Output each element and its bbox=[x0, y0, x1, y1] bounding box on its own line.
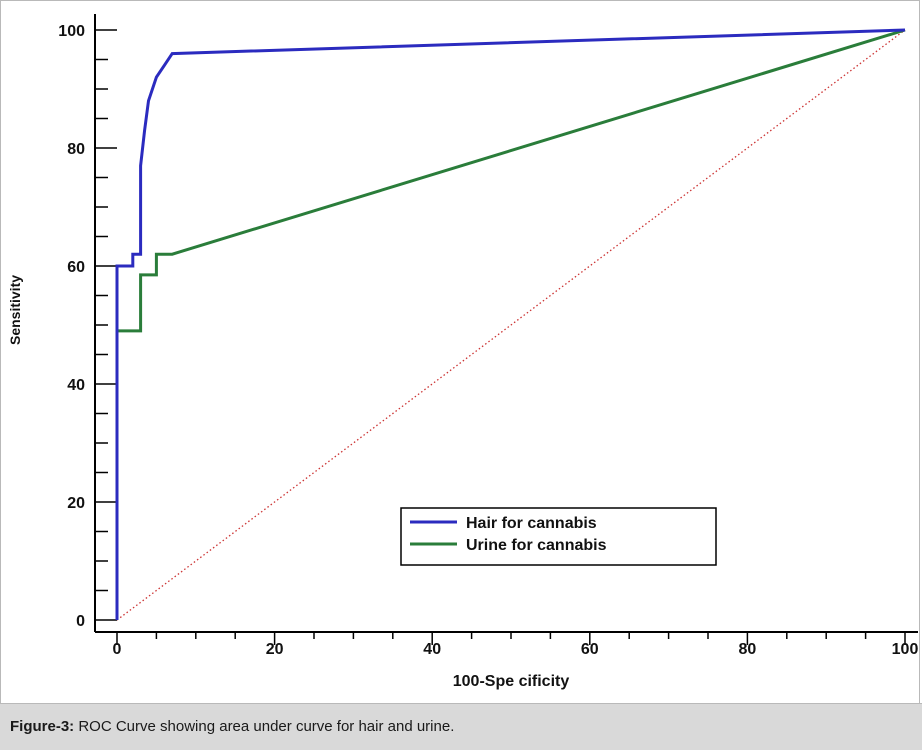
roc-chart: 0 20 40 60 80 100 0 20 40 60 80 100 Hair for cannab… bbox=[7, 14, 919, 690]
y-tick-label: 100 bbox=[58, 23, 85, 40]
legend-box bbox=[400, 507, 717, 566]
hair-for-cannabis-line bbox=[115, 28, 906, 620]
y-tick-label: 0 bbox=[76, 613, 85, 630]
y-tick-label: 60 bbox=[67, 259, 85, 276]
figure-caption: Figure-3: ROC Curve showing area under c… bbox=[0, 703, 922, 750]
x-axis-label: 100-Spe cificity bbox=[453, 673, 570, 690]
x-tick-label: 0 bbox=[113, 641, 122, 658]
y-tick-label: 40 bbox=[67, 377, 85, 394]
caption-text: ROC Curve showing area under curve for h… bbox=[74, 718, 455, 735]
x-tick-label: 100 bbox=[892, 641, 919, 658]
legend-label: Hair for cannabis bbox=[466, 515, 597, 532]
y-tick-label: 80 bbox=[67, 141, 85, 158]
caption-label: Figure-3: bbox=[10, 718, 75, 735]
x-tick-label: 60 bbox=[581, 641, 599, 658]
legend-label: Urine for cannabis bbox=[466, 537, 607, 554]
x-tick-label: 80 bbox=[739, 641, 757, 658]
x-tick-label: 40 bbox=[423, 641, 441, 658]
y-tick-label: 20 bbox=[67, 495, 85, 512]
x-tick-label: 20 bbox=[266, 641, 284, 658]
y-axis-label: Sensitivity bbox=[7, 275, 23, 345]
urine-for-cannabis-line bbox=[115, 28, 906, 620]
reference-diagonal-line bbox=[116, 29, 906, 621]
